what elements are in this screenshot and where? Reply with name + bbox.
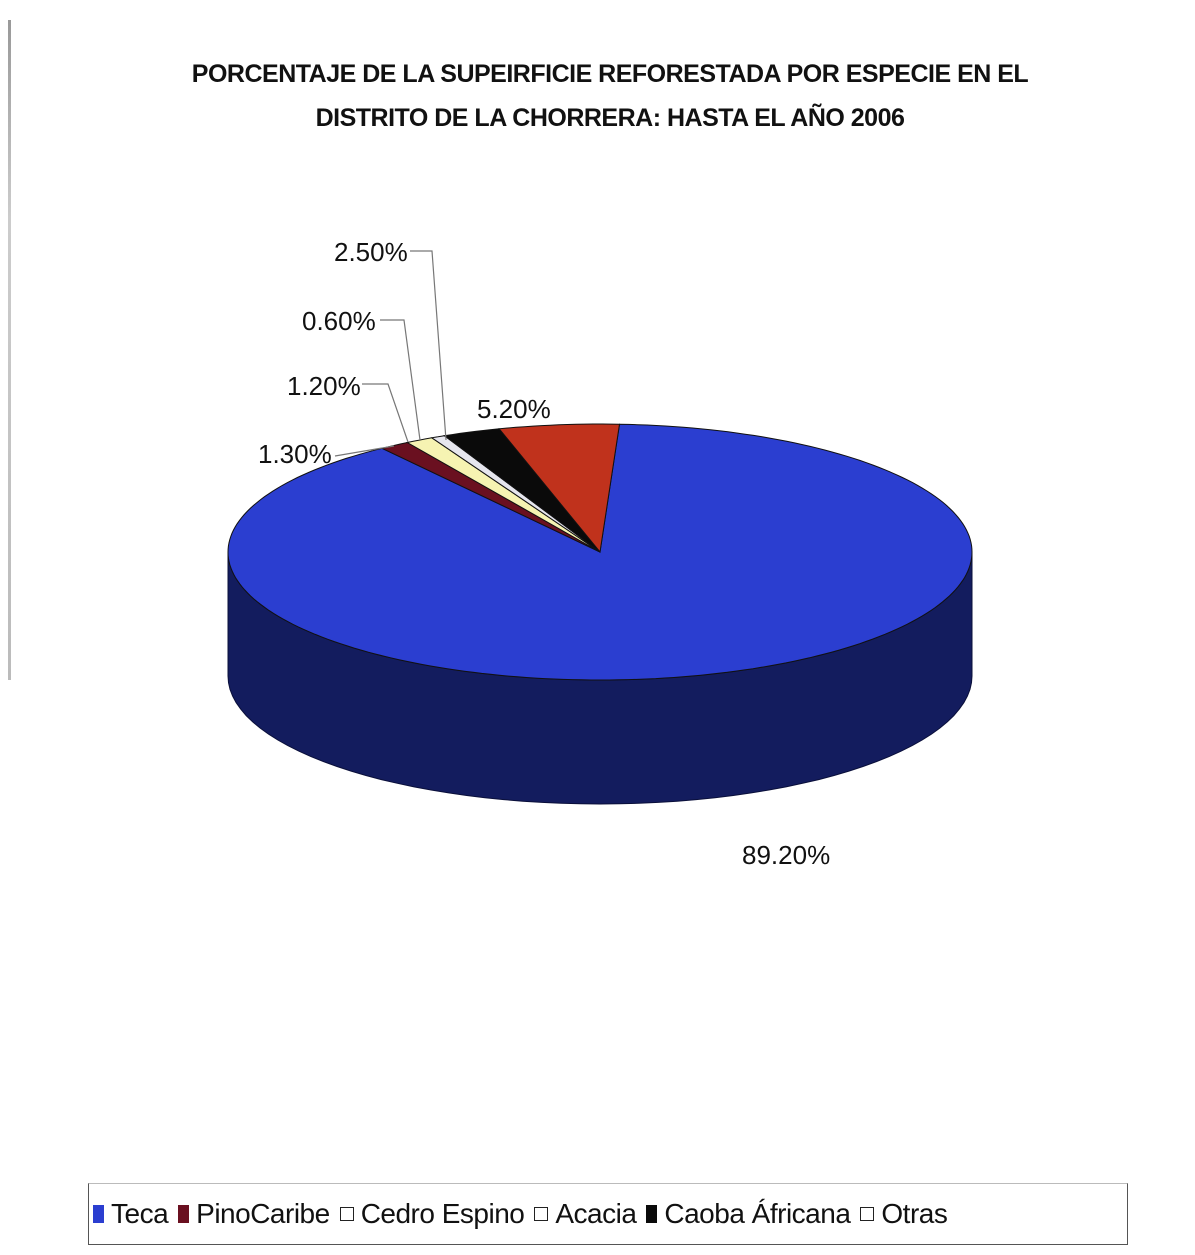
- legend-label-otras: Otras: [881, 1198, 948, 1229]
- legend-swatch-otras: [860, 1207, 875, 1221]
- legend-label-acacia: Acacia: [555, 1198, 637, 1229]
- data-label-caoba-africana: 2.50%: [334, 237, 408, 267]
- legend-label-teca: Teca: [111, 1198, 169, 1229]
- legend-swatch-acacia: [534, 1207, 549, 1221]
- legend-item-acacia: Acacia: [534, 1198, 637, 1230]
- data-label-pinocaribe: 1.30%: [258, 439, 332, 469]
- legend-item-pinocaribe: PinoCaribe: [178, 1198, 330, 1230]
- chart-title-line-2: DISTRITO DE LA CHORRERA: HASTA EL AÑO 20…: [315, 104, 905, 132]
- data-label-otras: 5.20%: [477, 394, 551, 424]
- legend-item-teca: Teca: [93, 1198, 169, 1230]
- chart-title-line-1: PORCENTAJE DE LA SUPEIRFICIE REFORESTADA…: [191, 60, 1029, 88]
- legend-item-otras: Otras: [860, 1198, 948, 1230]
- chart-frame-edge: [8, 20, 11, 680]
- legend-swatch-caoba-africana: [646, 1205, 658, 1223]
- legend-swatch-cedro-espino: [339, 1207, 354, 1221]
- chart-legend: Teca PinoCaribe Cedro Espino Acacia Caob…: [88, 1183, 1128, 1245]
- legend-label-cedro-espino: Cedro Espino: [360, 1198, 525, 1229]
- leader-line-caoba-africana: [410, 250, 447, 441]
- legend-label-pinocaribe: PinoCaribe: [196, 1198, 330, 1229]
- leader-line-pinocaribe: [334, 445, 395, 457]
- leader-line-cedro-espino: [362, 383, 409, 443]
- legend-swatch-teca: [93, 1205, 104, 1223]
- data-label-cedro-espino: 1.20%: [287, 371, 361, 401]
- chart-title: PORCENTAJE DE LA SUPEIRFICIE REFORESTADA…: [60, 52, 1160, 140]
- legend-item-caoba-africana: Caoba Áfricana: [646, 1198, 851, 1230]
- pie-slice-caoba-africana: [443, 428, 601, 553]
- legend-swatch-pinocaribe: [178, 1205, 190, 1223]
- legend-label-caoba-africana: Caoba Áfricana: [664, 1198, 851, 1229]
- data-label-acacia: 0.60%: [302, 306, 376, 336]
- data-label-teca: 89.20%: [742, 840, 830, 870]
- pie-slice-otras: [498, 423, 621, 554]
- legend-item-cedro-espino: Cedro Espino: [339, 1198, 525, 1230]
- leader-line-acacia: [380, 319, 421, 441]
